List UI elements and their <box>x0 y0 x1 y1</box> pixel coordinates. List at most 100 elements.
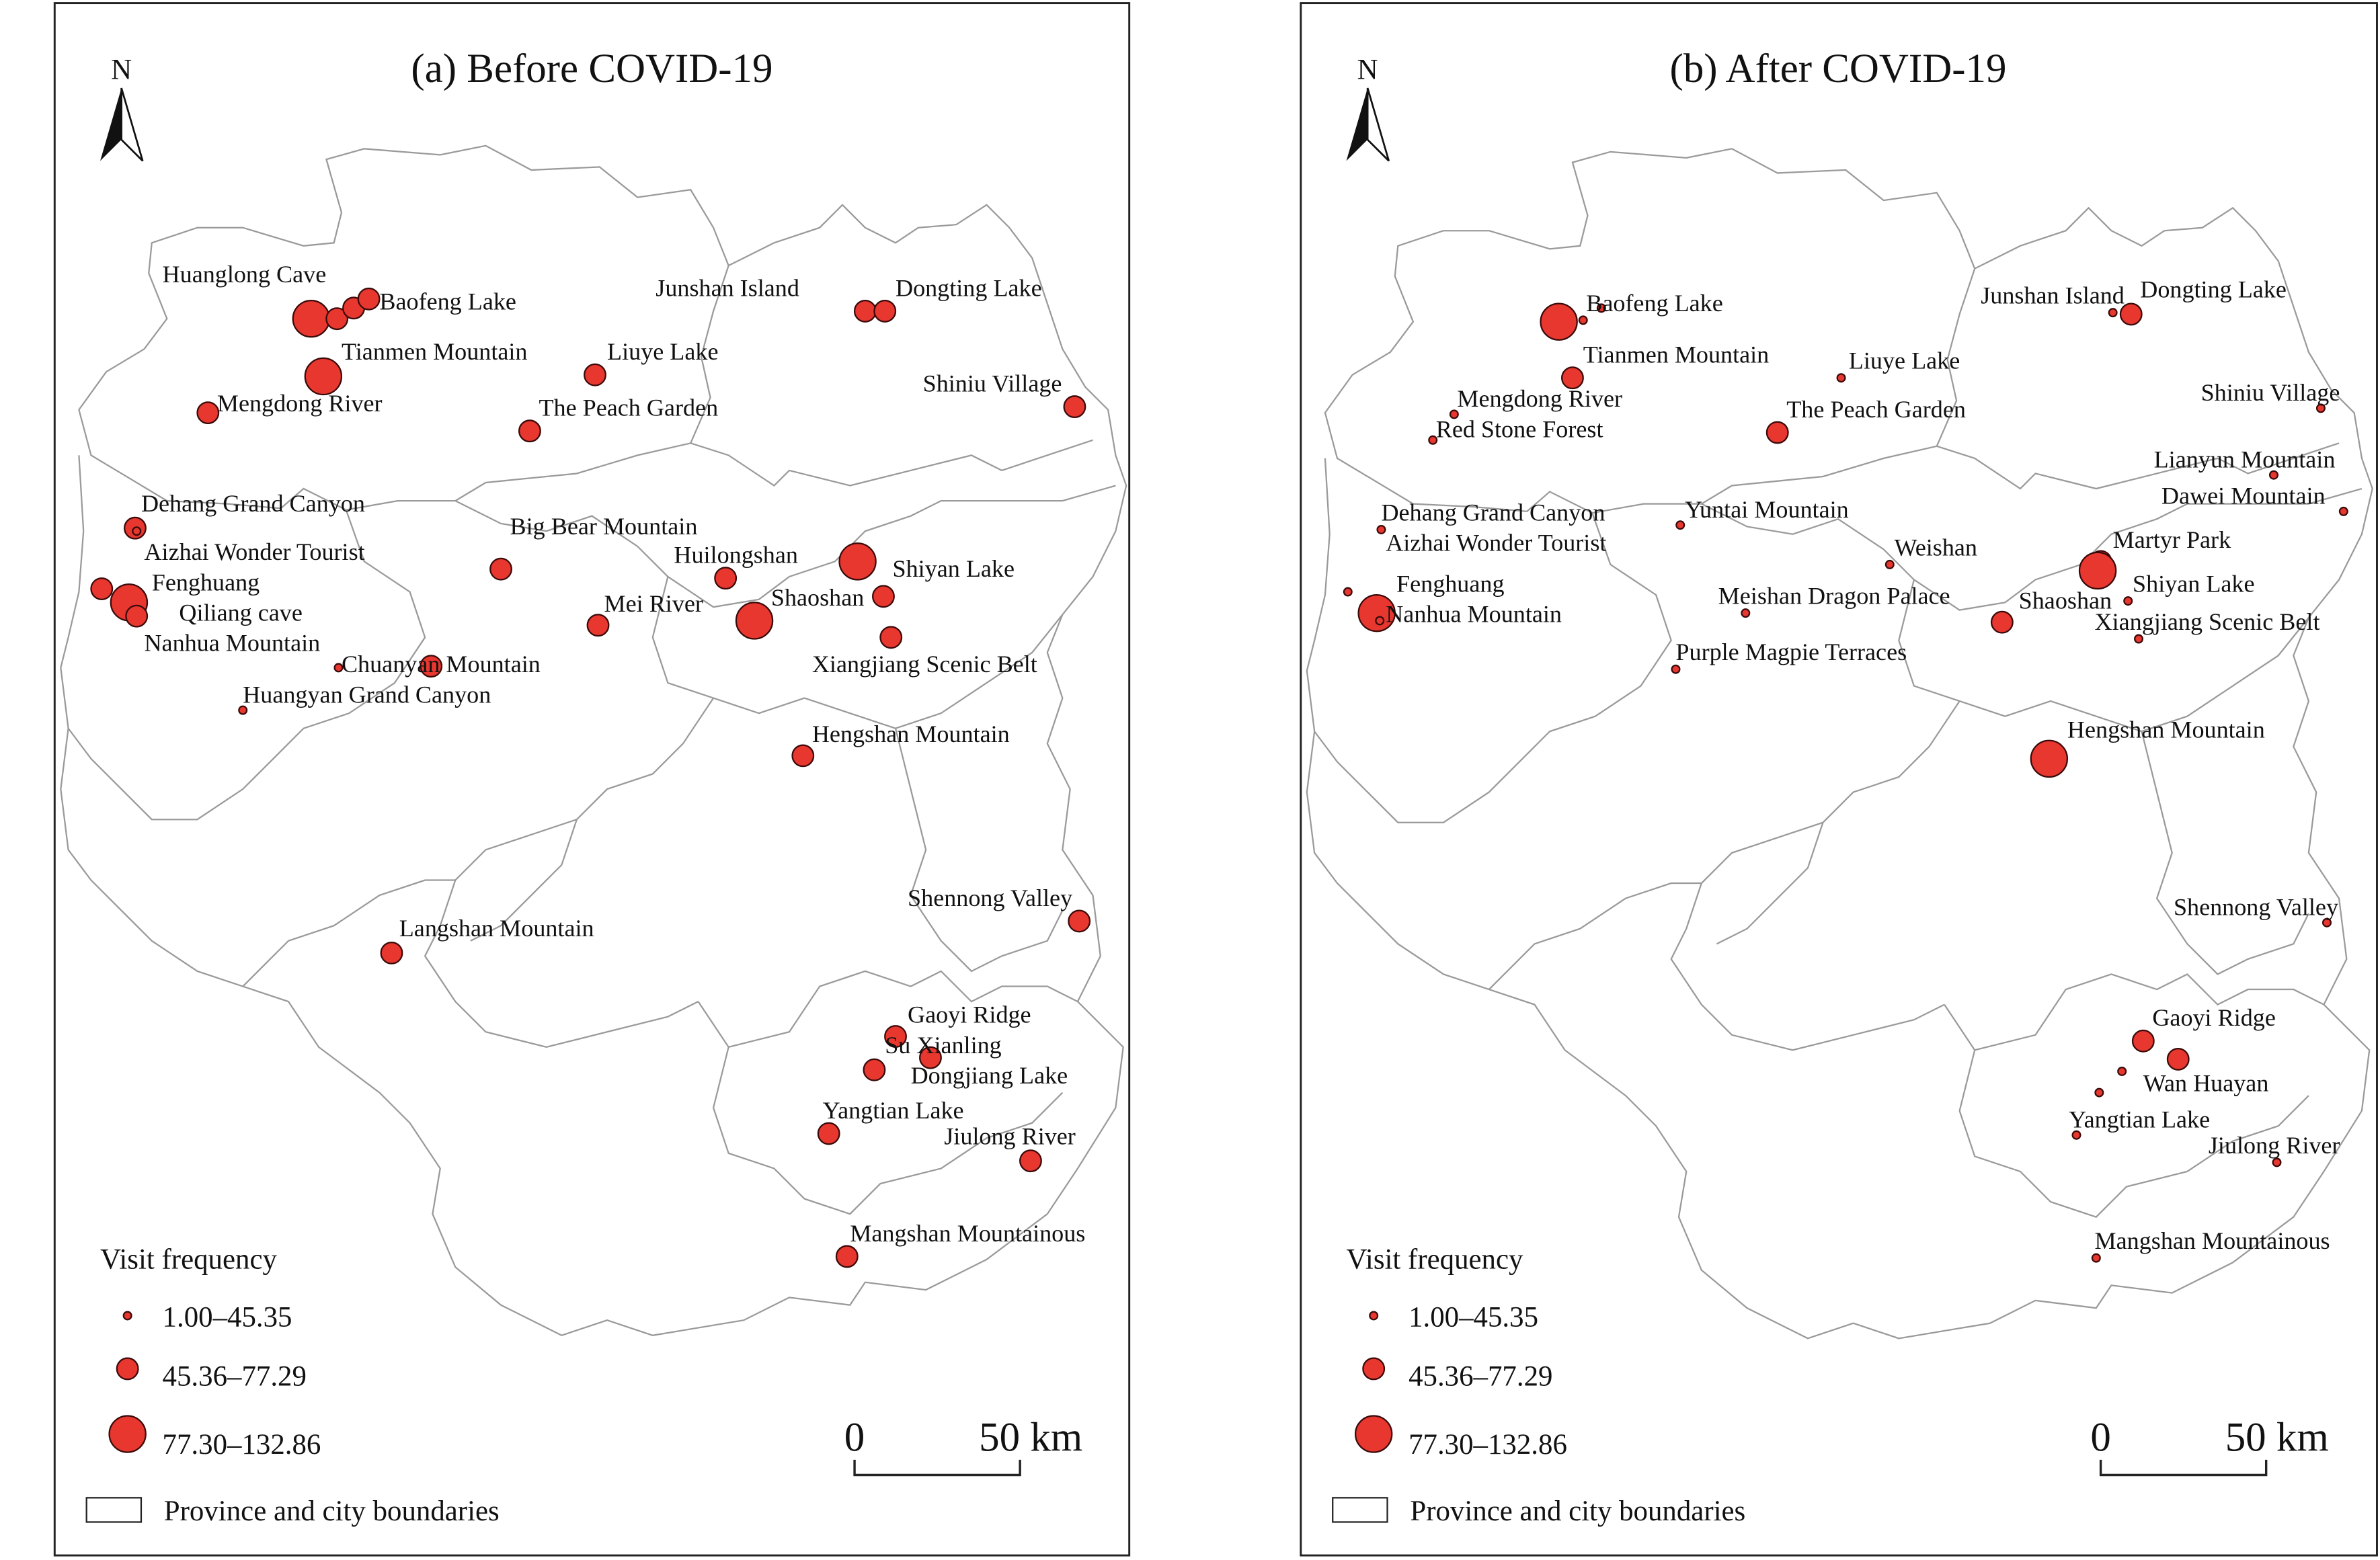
place-label: Huilongshan <box>674 542 798 569</box>
place-label: Hengshan Mountain <box>2067 716 2265 743</box>
place-label: Nanhua Mountain <box>144 630 320 657</box>
north-label: N <box>1357 54 1378 85</box>
place-label: Baofeng Lake <box>379 288 516 315</box>
scale-bar <box>2099 1459 2268 1477</box>
place-label: Mei River <box>604 590 703 617</box>
site-marker <box>292 299 331 338</box>
site-marker <box>791 744 815 768</box>
site-marker <box>863 1058 886 1081</box>
legend-label: Province and city boundaries <box>164 1495 500 1527</box>
place-label: Xiangjiang Scenic Belt <box>812 651 1037 678</box>
site-marker <box>2108 308 2118 318</box>
site-marker <box>325 307 349 331</box>
legend-symbol <box>108 1415 147 1453</box>
site-marker <box>735 602 774 640</box>
north-arrow <box>1366 87 1390 162</box>
place-label: Mengdong River <box>217 390 383 417</box>
legend-title: Visit frequency <box>1347 1243 1523 1275</box>
site-marker <box>853 299 877 323</box>
site-marker <box>1885 559 1895 569</box>
site-marker <box>2094 1087 2104 1098</box>
site-marker <box>304 357 343 396</box>
site-marker <box>2315 403 2326 413</box>
site-marker <box>1836 373 1846 383</box>
site-marker <box>420 655 443 678</box>
site-marker <box>919 1046 942 1069</box>
place-label: Fenghuang <box>152 569 260 596</box>
place-label: Purple Magpie Terraces <box>1675 639 1907 665</box>
scale-label: 0 <box>844 1415 865 1460</box>
site-marker <box>2166 1047 2190 1071</box>
place-label: Big Bear Mountain <box>510 513 698 540</box>
place-label: Martyr Park <box>2113 526 2231 553</box>
site-marker <box>1990 610 2014 634</box>
legend-boundary-swatch <box>1332 1497 1388 1523</box>
site-marker <box>2322 917 2332 928</box>
legend-title: Visit frequency <box>100 1243 277 1275</box>
legend-label: 1.00–45.35 <box>163 1301 292 1333</box>
place-label: Huangyan Grand Canyon <box>243 681 491 708</box>
scale-label: 50 km <box>2225 1415 2329 1460</box>
scale-label: 50 km <box>979 1415 1082 1460</box>
place-label: Shiniu Village <box>923 370 1062 397</box>
scale-label: 0 <box>2090 1415 2110 1460</box>
site-marker <box>2272 1157 2282 1167</box>
legend-label: 45.36–77.29 <box>163 1360 307 1392</box>
legend-label: 45.36–77.29 <box>1409 1360 1552 1392</box>
site-marker <box>879 626 903 649</box>
legend-symbol <box>122 1311 132 1321</box>
place-label: Gaoyi Ridge <box>908 1001 1031 1028</box>
site-marker <box>489 557 512 581</box>
panel-frame <box>53 2 1131 1557</box>
place-label: Yangtian Lake <box>823 1097 964 1124</box>
place-label: Tianmen Mountain <box>342 338 528 365</box>
site-marker <box>1741 608 1751 618</box>
site-marker <box>2123 596 2133 606</box>
legend-boundary-swatch <box>85 1497 143 1523</box>
place-label: Shennong Valley <box>2174 893 2338 920</box>
place-label: The Peach Garden <box>1786 396 1966 423</box>
place-label: Gaoyi Ridge <box>2152 1004 2276 1031</box>
place-label: Mengdong River <box>1457 385 1622 412</box>
place-label: Dehang Grand Canyon <box>1381 499 1605 526</box>
map-panel: (b) After COVID-19 N Baofeng Lake Tianmen M… <box>1332 46 2348 1527</box>
legend-label: Province and city boundaries <box>1410 1495 1745 1527</box>
place-label: Xiangjiang Scenic Belt <box>2095 608 2320 635</box>
site-marker <box>238 705 248 715</box>
site-marker <box>2119 302 2143 326</box>
place-label: Meishan Dragon Palace <box>1718 583 1950 610</box>
north-arrow <box>120 87 144 162</box>
place-label: Wan Huayan <box>2143 1069 2269 1096</box>
site-marker <box>2030 739 2069 778</box>
site-marker <box>1766 421 1789 444</box>
site-marker <box>1343 587 1353 597</box>
place-label: Liuye Lake <box>607 338 718 365</box>
place-label: Qiliang cave <box>179 599 302 626</box>
place-label: Shiniu Village <box>2201 379 2340 406</box>
place-label: Shiyan Lake <box>2133 571 2255 598</box>
place-label: Nanhua Mountain <box>1386 601 1562 628</box>
panel-title: (b) After COVID-19 <box>1670 46 2007 91</box>
site-marker <box>2117 1066 2127 1076</box>
place-label: Junshan Island <box>1981 282 2125 309</box>
site-marker <box>2071 1130 2081 1140</box>
place-label: Hengshan Mountain <box>812 721 1010 747</box>
site-marker <box>1540 302 1578 341</box>
place-label: Shennong Valley <box>908 885 1072 911</box>
north-arrow <box>100 88 122 161</box>
site-marker <box>380 941 403 964</box>
site-marker <box>2338 506 2348 516</box>
legend-symbol <box>1369 1311 1379 1321</box>
place-label: Jiulong River <box>944 1122 1076 1149</box>
legend-label: 77.30–132.86 <box>163 1429 321 1461</box>
boundaries <box>1306 148 2373 1340</box>
site-marker <box>1596 303 1606 313</box>
site-marker <box>873 299 897 323</box>
site-marker <box>1357 593 1396 632</box>
site-marker <box>1671 664 1681 674</box>
place-label: Dongjiang Lake <box>911 1062 1068 1089</box>
panel-title: (a) Before COVID-19 <box>411 46 772 91</box>
place-label: Huanglong Cave <box>163 261 327 288</box>
place-label: Dongting Lake <box>2140 276 2287 303</box>
